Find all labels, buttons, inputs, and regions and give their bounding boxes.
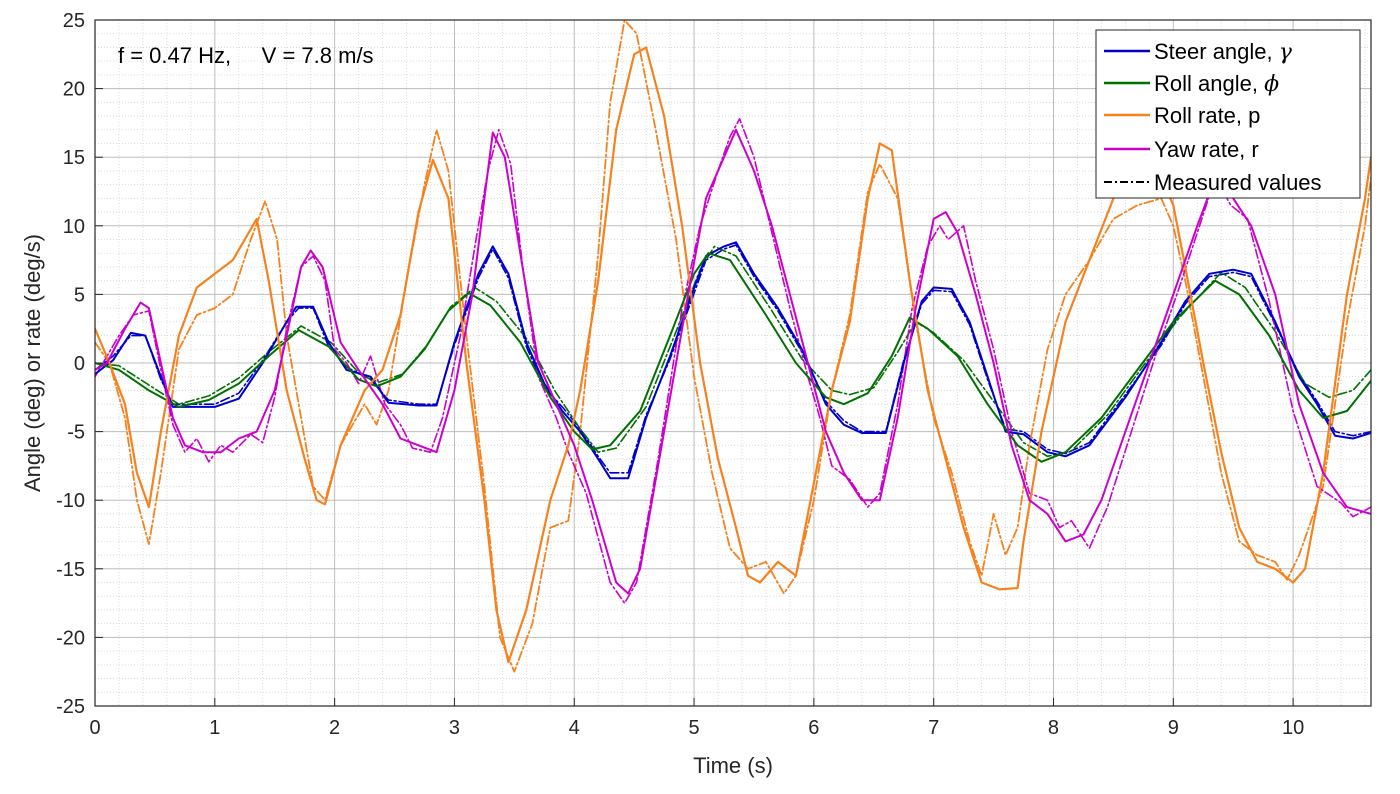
y-axis-ticks: 25 20 15 10 5 0 -5 -10 -15 -20 -25 — [56, 10, 103, 718]
legend-symbol-gamma: γ — [1279, 40, 1293, 65]
x-tick-label: 9 — [1168, 717, 1179, 739]
series-line-roll-sim — [95, 252, 1371, 463]
x-tick-label: 0 — [89, 717, 100, 739]
x-axis-label: Time (s) — [693, 753, 773, 778]
series-line-rollrate-meas — [95, 20, 1371, 673]
legend-label-steer-angle: Steer angle, γ — [1154, 39, 1293, 65]
y-tick-label: 5 — [74, 284, 85, 306]
legend-label-roll-angle: Roll angle, ϕ — [1154, 71, 1279, 97]
legend-item-roll-rate: Roll rate, p — [1104, 103, 1260, 128]
series-line-roll-meas — [95, 245, 1371, 458]
x-tick-label: 10 — [1282, 717, 1304, 739]
legend-text-steer-angle: Steer angle, — [1154, 39, 1279, 64]
legend-text-roll-angle: Roll angle, — [1154, 71, 1264, 96]
x-tick-label: 6 — [808, 717, 819, 739]
y-tick-label: -20 — [56, 627, 85, 649]
y-tick-label: 15 — [63, 147, 85, 169]
legend-label-measured-values: Measured values — [1154, 170, 1322, 195]
y-tick-label: -25 — [56, 696, 85, 718]
series-line-yawrate-meas — [95, 118, 1371, 604]
y-tick-label: 0 — [74, 353, 85, 375]
series-line-yawrate-sim — [95, 128, 1371, 595]
y-axis-label: Angle (deg) or rate (deg/s) — [20, 234, 45, 492]
x-axis-ticks: 0 1 2 3 4 5 6 7 8 9 10 — [89, 698, 1304, 739]
legend-item-roll-angle: Roll angle, ϕ — [1104, 71, 1279, 97]
x-tick-label: 2 — [329, 717, 340, 739]
x-tick-label: 3 — [449, 717, 460, 739]
legend-label-yaw-rate: Yaw rate, r — [1154, 137, 1259, 162]
x-tick-label: 1 — [209, 717, 220, 739]
x-tick-label: 4 — [569, 717, 580, 739]
condition-annotation: f = 0.47 Hz, V = 7.8 m/s — [118, 43, 374, 68]
legend-item-measured-values: Measured values — [1104, 170, 1322, 195]
legend-item-steer-angle: Steer angle, γ — [1104, 39, 1293, 65]
y-tick-label: -10 — [56, 490, 85, 512]
legend-symbol-phi: ϕ — [1264, 72, 1279, 97]
y-tick-label: 20 — [63, 79, 85, 101]
legend-item-yaw-rate: Yaw rate, r — [1104, 137, 1259, 162]
legend: Steer angle, γ Roll angle, ϕ Roll rate, … — [1095, 29, 1361, 199]
y-tick-label: 25 — [63, 10, 85, 32]
legend-label-roll-rate: Roll rate, p — [1154, 103, 1260, 128]
y-tick-label: -5 — [67, 422, 85, 444]
x-tick-label: 7 — [928, 717, 939, 739]
x-tick-label: 8 — [1048, 717, 1059, 739]
y-tick-label: -15 — [56, 559, 85, 581]
x-tick-label: 5 — [688, 717, 699, 739]
y-tick-label: 10 — [63, 216, 85, 238]
